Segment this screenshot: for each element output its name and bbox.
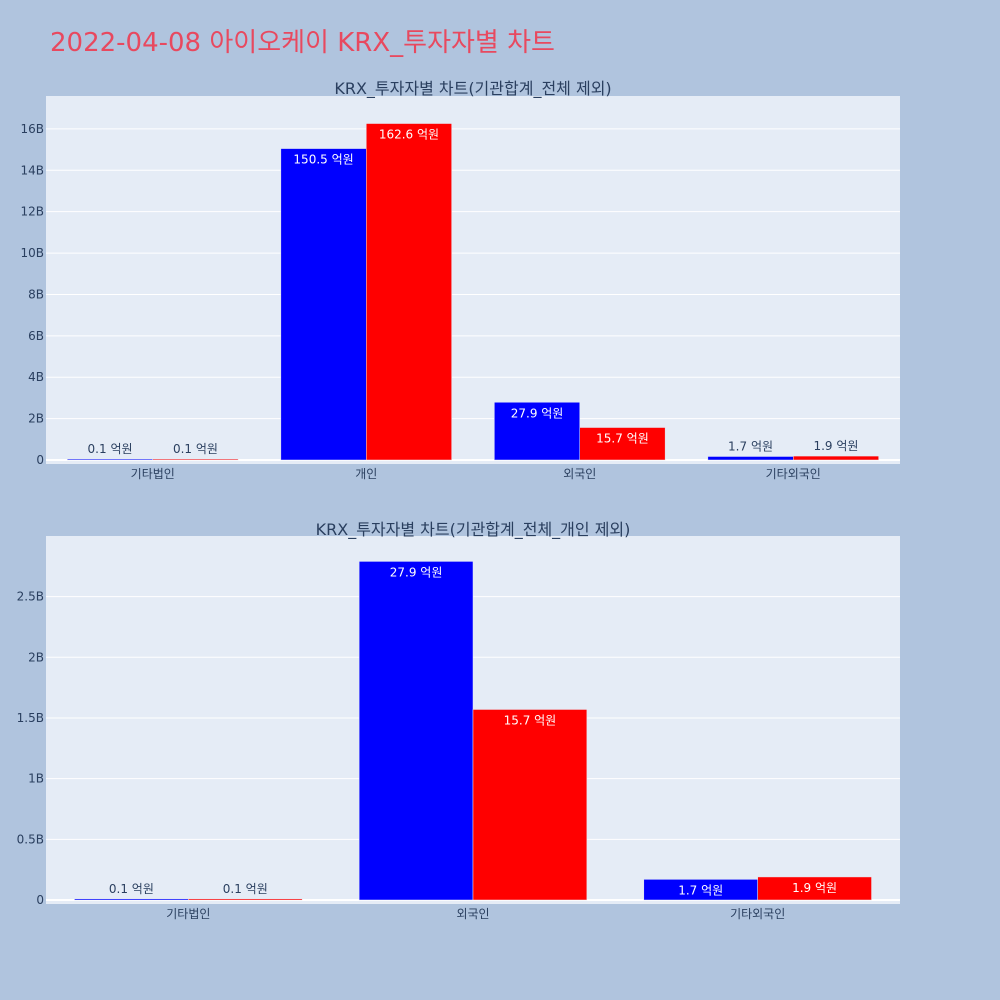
x-tick-label: 기타법인 (166, 907, 210, 921)
bar-data-label: 1.7 억원 (678, 883, 723, 897)
x-tick-label: 기타외국인 (730, 907, 785, 921)
bar-data-label: 150.5 억원 (293, 153, 353, 167)
y-tick-label: 16B (20, 122, 44, 136)
bar-data-label: 27.9 억원 (511, 406, 564, 420)
bar-data-label: 15.7 억원 (596, 432, 649, 446)
x-tick-label: 개인 (355, 467, 377, 481)
bar[interactable] (579, 427, 666, 461)
bar[interactable] (152, 458, 239, 461)
y-tick-label: 0.5B (17, 832, 44, 846)
bar-data-label: 0.1 억원 (223, 882, 268, 896)
bar[interactable] (793, 455, 879, 461)
x-tick-label: 외국인 (563, 467, 596, 481)
y-tick-label: 2B (28, 650, 44, 664)
y-tick-label: 0 (36, 893, 44, 907)
bar[interactable] (67, 458, 153, 461)
bar[interactable] (707, 456, 794, 461)
y-tick-label: 12B (20, 205, 44, 219)
y-tick-label: 2B (28, 412, 44, 426)
bar-data-label: 0.1 억원 (109, 882, 154, 896)
x-tick-label: 기타외국인 (766, 467, 821, 481)
y-tick-label: 2.5B (17, 590, 44, 604)
y-tick-label: 4B (28, 370, 44, 384)
x-tick-label: 기타법인 (131, 467, 175, 481)
y-tick-label: 1.5B (17, 711, 44, 725)
plot-area (46, 96, 900, 464)
chart-top: 0 2B 4B 6B 8B 10B 12B 14B 16B KRX_투자자별 차트(기관합계_전체… (20, 79, 900, 481)
bar[interactable] (74, 898, 189, 901)
y-tick-label: 1B (28, 772, 44, 786)
chart-title: KRX_투자자별 차트(기관합계_전체 제외) (334, 79, 611, 99)
bar-data-label: 1.9 억원 (792, 881, 837, 895)
bar-data-label: 1.7 억원 (728, 439, 773, 453)
x-tick-label: 외국인 (456, 907, 489, 921)
chart-bottom: 0 0.5B 1B 1.5B 2B 2.5B KRX_투자자별 차트(기관합계_전체_개인 … (17, 520, 900, 921)
page-title: 2022-04-08 아이오케이 KRX_투자자별 차트 (50, 28, 555, 58)
bar[interactable] (366, 123, 452, 461)
y-tick-label: 6B (28, 329, 44, 343)
bar[interactable] (494, 402, 581, 461)
y-tick-label: 8B (28, 287, 44, 301)
bar-data-label: 27.9 억원 (390, 565, 443, 579)
chart-title: KRX_투자자별 차트(기관합계_전체_개인 제외) (316, 520, 631, 540)
bar-data-label: 15.7 억원 (504, 713, 557, 727)
bar-data-label: 0.1 억원 (88, 442, 133, 456)
y-tick-label: 10B (20, 246, 44, 260)
bar[interactable] (280, 148, 367, 461)
bar[interactable] (358, 561, 474, 901)
bar[interactable] (472, 709, 588, 901)
bar-data-label: 0.1 억원 (173, 442, 218, 456)
y-tick-label: 14B (20, 163, 44, 177)
bar-data-label: 162.6 억원 (379, 128, 439, 142)
bar-data-label: 1.9 억원 (813, 439, 858, 453)
bar[interactable] (188, 898, 303, 901)
y-tick-label: 0 (36, 453, 44, 467)
bar[interactable] (757, 876, 872, 901)
